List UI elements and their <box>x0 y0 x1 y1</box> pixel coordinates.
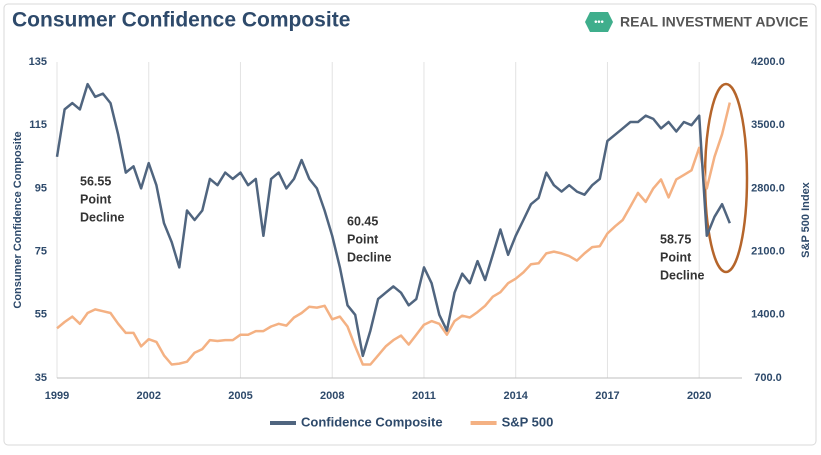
y2-tick-label: 2100.0 <box>751 246 785 258</box>
y2-axis-label: S&P 500 Index <box>800 181 812 257</box>
x-tick-label: 2014 <box>503 390 528 402</box>
annotation: Point <box>660 250 692 264</box>
annotation: 60.45 <box>347 214 378 228</box>
x-tick-label: 2011 <box>412 390 436 402</box>
x-tick-label: 2005 <box>228 390 252 402</box>
legend-label: Confidence Composite <box>301 414 443 429</box>
x-tick-label: 2008 <box>320 390 344 402</box>
x-tick-label: 1999 <box>45 390 69 402</box>
y-tick-label: 135 <box>29 56 47 68</box>
y2-tick-label: 2800.0 <box>751 182 785 194</box>
y2-tick-label: 4200.0 <box>751 56 785 68</box>
y-tick-label: 75 <box>35 246 47 258</box>
y-axis-label: Consumer Confidence Composite <box>12 131 24 308</box>
frame <box>3 3 817 446</box>
annotation: 56.55 <box>80 174 111 188</box>
y-tick-label: 35 <box>35 372 47 384</box>
annotation: Point <box>347 232 379 246</box>
series-line <box>55 82 731 358</box>
annotation: Decline <box>80 210 125 224</box>
annotation: 58.75 <box>660 232 691 246</box>
y-tick-label: 55 <box>35 309 47 321</box>
annotation: Decline <box>347 250 392 264</box>
series-line <box>56 102 732 366</box>
y2-tick-label: 1400.0 <box>751 309 785 321</box>
annotation: Decline <box>660 268 705 282</box>
y2-tick-label: 700.0 <box>754 372 782 384</box>
x-tick-label: 2020 <box>687 390 711 402</box>
legend-label: S&P 500 <box>502 414 554 429</box>
x-tick-label: 2002 <box>136 390 160 402</box>
brand: REAL INVESTMENT ADVICE <box>620 14 808 30</box>
y2-tick-label: 3500.0 <box>751 119 785 131</box>
y-tick-label: 95 <box>35 182 47 194</box>
logo: ••• <box>585 12 613 32</box>
y-tick-label: 115 <box>29 119 47 131</box>
chart-title: Consumer Confidence Composite <box>12 9 350 32</box>
x-tick-label: 2017 <box>595 390 619 402</box>
svg-text:•••: ••• <box>594 16 603 26</box>
annotation: Point <box>80 192 112 206</box>
